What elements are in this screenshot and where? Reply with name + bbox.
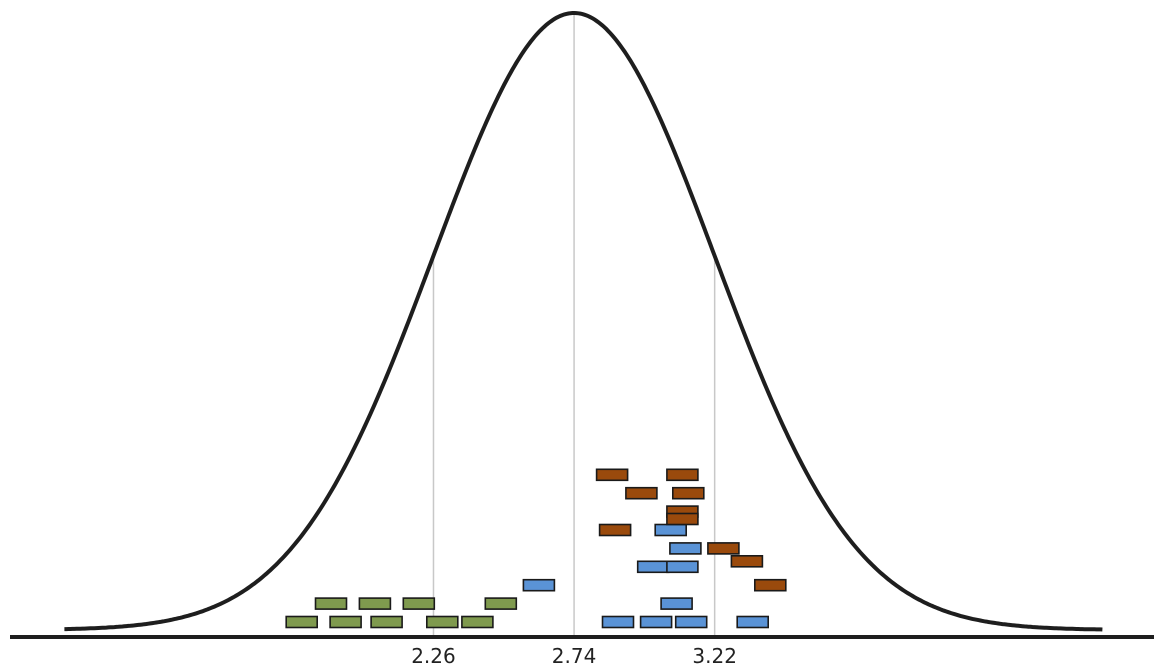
normal-curve [64,11,1103,632]
data-mark-brown [671,486,705,500]
data-mark-blue [666,560,699,574]
data-mark-blue [660,597,693,610]
data-mark-blue [654,523,688,537]
data-mark-brown [666,468,699,482]
tick-label: 2.26 [411,644,456,668]
data-mark-blue [522,578,556,592]
data-marks [285,468,787,629]
tick-label: 3.22 [692,644,737,668]
tick-label: 2.74 [552,644,597,668]
data-mark-green [370,615,403,629]
data-mark-brown [753,578,787,592]
data-mark-green [425,615,459,629]
data-mark-blue [601,615,635,629]
data-mark-green [402,597,436,610]
data-mark-green [285,615,319,629]
data-mark-green [484,597,518,610]
data-mark-brown [666,512,699,526]
data-mark-brown [598,523,632,537]
data-mark-brown [730,554,764,568]
data-mark-brown [595,468,629,482]
tick-labels: 2.26 2.74 3.22 [411,644,737,668]
data-mark-blue [669,542,702,555]
reference-lines [432,13,716,637]
data-mark-brown [707,542,740,555]
data-mark-green [358,597,392,610]
data-mark-green [314,597,348,610]
data-mark-blue [736,615,770,629]
data-mark-blue [639,615,673,629]
data-mark-blue [674,615,708,629]
data-mark-blue [636,560,670,574]
data-mark-green [329,615,362,629]
data-mark-brown [625,486,658,500]
data-mark-green [461,615,494,629]
